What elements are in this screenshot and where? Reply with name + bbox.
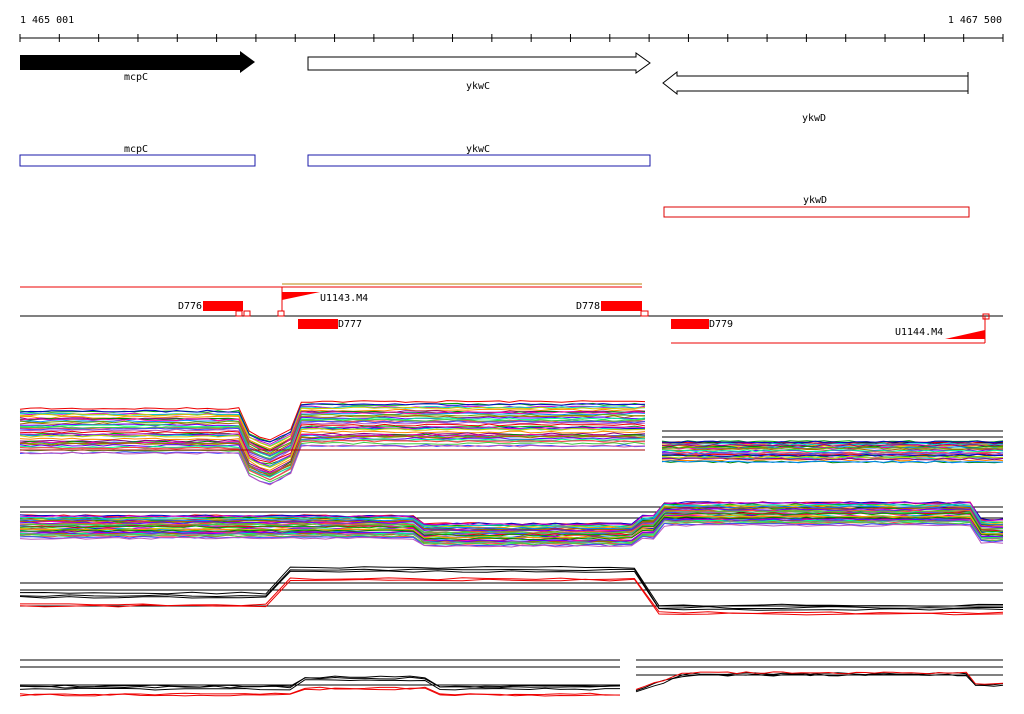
- expression-line: [661, 454, 1004, 458]
- expression-line: [19, 426, 646, 467]
- gene-label[interactable]: ykwD: [802, 113, 826, 124]
- feature[interactable]: [671, 319, 709, 329]
- feature-tick: [235, 310, 243, 317]
- expression-line: [19, 519, 1004, 544]
- feature-label[interactable]: D779: [709, 319, 733, 330]
- expression-line: [661, 446, 1004, 450]
- expression-line: [19, 501, 1004, 527]
- expression-line: [19, 676, 621, 689]
- expression-line: [661, 457, 1004, 461]
- feature[interactable]: [601, 301, 642, 311]
- gene-track: mcpC ykwC ykwD: [20, 51, 969, 124]
- expression-line: [19, 512, 1004, 537]
- cds-box[interactable]: [307, 154, 651, 167]
- ruler: 1 465 001 1 467 500: [19, 15, 1004, 42]
- expression-line: [19, 508, 1004, 533]
- feature-label[interactable]: U1144.M4: [895, 327, 943, 338]
- expression-line: [19, 565, 1004, 607]
- promoter-flag[interactable]: [945, 330, 985, 339]
- expression-line: [19, 506, 1004, 531]
- box-track: mcpC ykwC ykwD: [19, 144, 970, 218]
- feature-label[interactable]: D778: [576, 301, 600, 312]
- gene-arrow[interactable]: [662, 70, 969, 96]
- expression-line: [661, 460, 1004, 464]
- feature-label[interactable]: D777: [338, 319, 362, 330]
- cds-box[interactable]: [663, 206, 970, 218]
- ruler-ticks: [19, 34, 1004, 42]
- feature-tick: [277, 310, 285, 317]
- feature-tick: [243, 310, 251, 317]
- expression-line: [19, 439, 645, 481]
- feature[interactable]: [203, 301, 243, 311]
- feature[interactable]: [298, 319, 338, 329]
- expression-line: [19, 518, 1004, 543]
- expression-line: [19, 444, 646, 486]
- expression-line: [19, 501, 1004, 526]
- gene-arrow[interactable]: [307, 52, 651, 74]
- expression-line: [661, 442, 1004, 446]
- expression-line: [661, 440, 1004, 444]
- expression-line: [19, 418, 646, 460]
- expression-line: [19, 400, 646, 441]
- expression-line: [19, 675, 621, 688]
- expression-line: [19, 522, 1004, 547]
- expression-line: [19, 523, 1004, 548]
- expression-line: [19, 406, 646, 447]
- expression-line: [661, 452, 1004, 456]
- feature-tick: [640, 310, 649, 317]
- expression-line: [19, 423, 646, 464]
- expression-line: [635, 671, 1004, 690]
- expression-line: [19, 435, 646, 477]
- cds-box[interactable]: [19, 154, 256, 167]
- feature-tick: [982, 313, 990, 320]
- expression-line: [20, 416, 646, 457]
- expression-line: [19, 568, 1004, 609]
- expression-line: [19, 578, 1004, 616]
- expression-line: [19, 411, 646, 452]
- expression-line: [19, 679, 620, 691]
- gene-label[interactable]: mcpC: [124, 72, 148, 83]
- box-label[interactable]: mcpC: [124, 144, 148, 155]
- expression-line: [19, 570, 1004, 611]
- expression-line: [19, 441, 646, 483]
- box-label[interactable]: ykwC: [466, 144, 490, 155]
- feature-label[interactable]: U1143.M4: [320, 293, 368, 304]
- feature-label[interactable]: D776: [178, 301, 202, 312]
- expression-line: [19, 687, 621, 697]
- expression-line: [661, 443, 1004, 447]
- promoter-flag[interactable]: [282, 292, 320, 300]
- expression-line: [19, 421, 646, 462]
- expression-line: [635, 673, 1004, 693]
- expression-line: [19, 438, 646, 478]
- expression-tracks: [19, 400, 1004, 697]
- expression-line: [661, 453, 1004, 457]
- expression-line: [19, 428, 645, 469]
- gene-label[interactable]: ykwC: [466, 81, 490, 92]
- box-label[interactable]: ykwD: [803, 195, 827, 206]
- ruler-start: 1 465 001: [20, 15, 74, 26]
- feature-track: D776 U1143.M4 D777 D778 D779 U1144.M4: [20, 283, 1003, 344]
- gene-arrow[interactable]: [20, 51, 255, 73]
- ruler-end: 1 467 500: [948, 15, 1002, 26]
- expression-line: [19, 402, 646, 443]
- expression-line: [661, 446, 1004, 450]
- expression-line: [661, 449, 1004, 453]
